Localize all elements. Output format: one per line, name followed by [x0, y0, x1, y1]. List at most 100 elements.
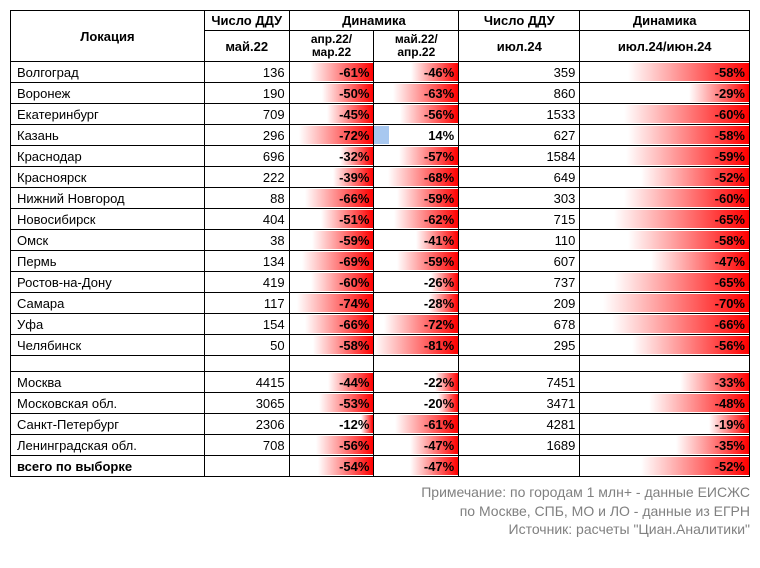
location-cell: Ленинградская обл.: [11, 435, 205, 456]
table-row: Воронеж190-50%-63%860-29%: [11, 83, 750, 104]
header-jul24-jun24: июл.24/июн.24: [580, 31, 750, 62]
may22-cell: 4415: [204, 372, 289, 393]
dynamics-cell: -62%: [374, 209, 459, 230]
location-cell: Уфа: [11, 314, 205, 335]
header-ddu1: Число ДДУ: [204, 11, 289, 31]
table-row: Пермь134-69%-59%607-47%: [11, 251, 750, 272]
dynamics-cell: -53%: [289, 393, 374, 414]
may22-cell: 117: [204, 293, 289, 314]
header-dyn1: Динамика: [289, 11, 459, 31]
location-cell: Воронеж: [11, 83, 205, 104]
dynamics-cell: -66%: [289, 188, 374, 209]
dynamics-cell: -56%: [580, 335, 750, 356]
dynamics-cell: -58%: [580, 230, 750, 251]
table-row: Челябинск50-58%-81%295-56%: [11, 335, 750, 356]
dynamics-cell: -59%: [374, 251, 459, 272]
jul24-cell: 860: [459, 83, 580, 104]
dynamics-cell: -52%: [580, 167, 750, 188]
may22-cell: 134: [204, 251, 289, 272]
dynamics-cell: -47%: [374, 456, 459, 477]
table-row: Нижний Новгород88-66%-59%303-60%: [11, 188, 750, 209]
dynamics-cell: -45%: [289, 104, 374, 125]
jul24-cell: 715: [459, 209, 580, 230]
jul24-cell: 4281: [459, 414, 580, 435]
dynamics-cell: -74%: [289, 293, 374, 314]
table-row: Уфа154-66%-72%678-66%: [11, 314, 750, 335]
location-cell: Пермь: [11, 251, 205, 272]
location-cell: всего по выборке: [11, 456, 205, 477]
table-row: Ленинградская обл.708-56%-47%1689-35%: [11, 435, 750, 456]
table-row: Ростов-на-Дону419-60%-26%737-65%: [11, 272, 750, 293]
dynamics-cell: -58%: [289, 335, 374, 356]
dynamics-cell: -58%: [580, 125, 750, 146]
dynamics-cell: -12%: [289, 414, 374, 435]
jul24-cell: 1533: [459, 104, 580, 125]
jul24-cell: 607: [459, 251, 580, 272]
header-apr22-mar22: апр.22/мар.22: [289, 31, 374, 62]
dynamics-cell: -26%: [374, 272, 459, 293]
may22-cell: 3065: [204, 393, 289, 414]
jul24-cell: 110: [459, 230, 580, 251]
table-row: Красноярск222-39%-68%649-52%: [11, 167, 750, 188]
jul24-cell: 627: [459, 125, 580, 146]
table-row: Казань296-72%14%627-58%: [11, 125, 750, 146]
header-location: Локация: [11, 11, 205, 62]
location-cell: Москва: [11, 372, 205, 393]
dynamics-cell: -63%: [374, 83, 459, 104]
table-row: Екатеринбург709-45%-56%1533-60%: [11, 104, 750, 125]
dynamics-cell: -47%: [374, 435, 459, 456]
dynamics-cell: -35%: [580, 435, 750, 456]
jul24-cell: 737: [459, 272, 580, 293]
may22-cell: 190: [204, 83, 289, 104]
location-cell: Московская обл.: [11, 393, 205, 414]
table-row: Волгоград136-61%-46%359-58%: [11, 62, 750, 83]
jul24-cell: [459, 456, 580, 477]
may22-cell: 222: [204, 167, 289, 188]
dynamics-cell: -60%: [580, 188, 750, 209]
dynamics-cell: -44%: [289, 372, 374, 393]
table-row: Самара117-74%-28%209-70%: [11, 293, 750, 314]
dynamics-cell: -51%: [289, 209, 374, 230]
dynamics-cell: -29%: [580, 83, 750, 104]
location-cell: Новосибирск: [11, 209, 205, 230]
may22-cell: 296: [204, 125, 289, 146]
may22-cell: 38: [204, 230, 289, 251]
table-row: всего по выборке-54%-47%-52%: [11, 456, 750, 477]
may22-cell: 404: [204, 209, 289, 230]
footer-notes: Примечание: по городам 1 млн+ - данные Е…: [10, 483, 750, 538]
header-may22: май.22: [204, 31, 289, 62]
may22-cell: 696: [204, 146, 289, 167]
jul24-cell: 303: [459, 188, 580, 209]
jul24-cell: 7451: [459, 372, 580, 393]
header-dyn2: Динамика: [580, 11, 750, 31]
jul24-cell: 1584: [459, 146, 580, 167]
dynamics-cell: -58%: [580, 62, 750, 83]
table-row: Омск38-59%-41%110-58%: [11, 230, 750, 251]
dynamics-cell: -60%: [580, 104, 750, 125]
dynamics-cell: -81%: [374, 335, 459, 356]
may22-cell: 419: [204, 272, 289, 293]
jul24-cell: 3471: [459, 393, 580, 414]
dynamics-cell: -65%: [580, 272, 750, 293]
dynamics-cell: -54%: [289, 456, 374, 477]
dynamics-cell: -22%: [374, 372, 459, 393]
location-cell: Санкт-Петербург: [11, 414, 205, 435]
table-header: Локация Число ДДУ Динамика Число ДДУ Дин…: [11, 11, 750, 62]
jul24-cell: 678: [459, 314, 580, 335]
dynamics-cell: -46%: [374, 62, 459, 83]
location-cell: Нижний Новгород: [11, 188, 205, 209]
may22-cell: 154: [204, 314, 289, 335]
dynamics-cell: -48%: [580, 393, 750, 414]
dynamics-cell: -72%: [374, 314, 459, 335]
header-jul24: июл.24: [459, 31, 580, 62]
dynamics-cell: -72%: [289, 125, 374, 146]
dynamics-cell: 14%: [374, 125, 459, 146]
may22-cell: 709: [204, 104, 289, 125]
dynamics-cell: -50%: [289, 83, 374, 104]
dynamics-cell: -41%: [374, 230, 459, 251]
may22-cell: 50: [204, 335, 289, 356]
dynamics-cell: -47%: [580, 251, 750, 272]
header-may22-apr22: май.22/апр.22: [374, 31, 459, 62]
dynamics-cell: -65%: [580, 209, 750, 230]
may22-cell: [204, 456, 289, 477]
